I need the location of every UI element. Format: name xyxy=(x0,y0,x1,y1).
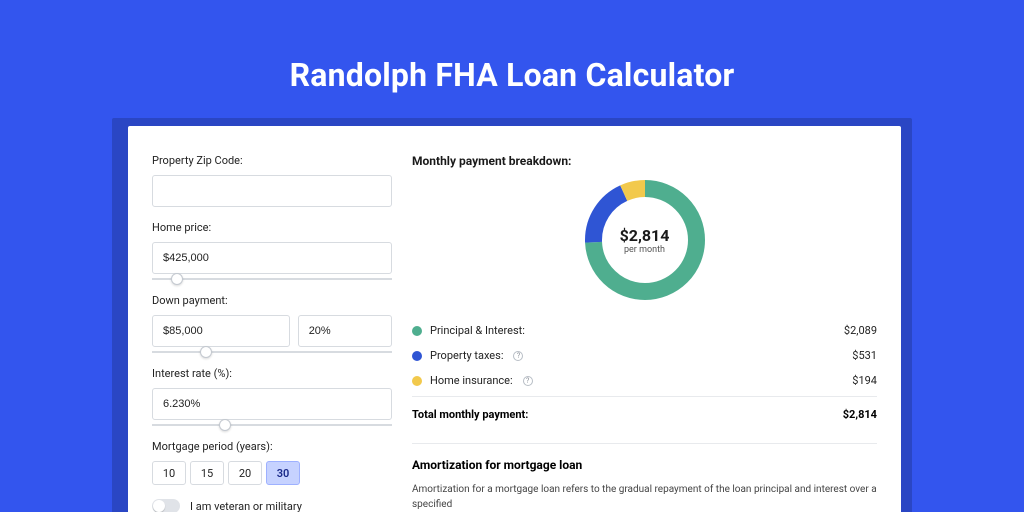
legend-dot-0 xyxy=(412,326,422,336)
breakdown-title: Monthly payment breakdown: xyxy=(412,154,877,168)
down-payment-input[interactable] xyxy=(152,315,290,347)
veteran-toggle-knob xyxy=(153,500,165,512)
legend-value-2: $194 xyxy=(852,374,877,387)
down-payment-label: Down payment: xyxy=(152,294,392,307)
legend-left-1: Property taxes:? xyxy=(412,349,523,362)
info-icon[interactable]: ? xyxy=(523,376,533,386)
donut-amount: $2,814 xyxy=(620,226,670,245)
legend-left-0: Principal & Interest: xyxy=(412,324,525,337)
period-option-15[interactable]: 15 xyxy=(190,461,224,485)
interest-rate-slider-thumb[interactable] xyxy=(219,419,231,431)
amortization-title: Amortization for mortgage loan xyxy=(412,458,877,472)
legend-value-1: $531 xyxy=(852,349,877,362)
field-period: Mortgage period (years): 10152030 xyxy=(152,440,392,485)
field-interest-rate: Interest rate (%): xyxy=(152,367,392,426)
donut-chart: $2,814 per month xyxy=(585,180,705,300)
period-option-30[interactable]: 30 xyxy=(266,461,300,485)
interest-rate-input[interactable] xyxy=(152,388,392,420)
period-option-20[interactable]: 20 xyxy=(228,461,262,485)
amortization-section: Amortization for mortgage loan Amortizat… xyxy=(412,443,877,512)
period-label: Mortgage period (years): xyxy=(152,440,392,453)
zip-input[interactable] xyxy=(152,175,392,207)
form-column: Property Zip Code: Home price: Down paym… xyxy=(152,154,392,512)
divider xyxy=(412,396,877,397)
legend-label-2: Home insurance: xyxy=(430,374,513,387)
home-price-slider[interactable] xyxy=(152,278,392,280)
legend-row-0: Principal & Interest: $2,089 xyxy=(412,318,877,343)
down-payment-slider-thumb[interactable] xyxy=(200,346,212,358)
total-value: $2,814 xyxy=(843,408,877,421)
page-title: Randolph FHA Loan Calculator xyxy=(0,0,1024,94)
home-price-label: Home price: xyxy=(152,221,392,234)
interest-rate-slider[interactable] xyxy=(152,424,392,426)
legend-label-1: Property taxes: xyxy=(430,349,503,362)
period-option-10[interactable]: 10 xyxy=(152,461,186,485)
field-down-payment: Down payment: xyxy=(152,294,392,353)
field-home-price: Home price: xyxy=(152,221,392,280)
donut-sub: per month xyxy=(624,245,665,255)
interest-rate-label: Interest rate (%): xyxy=(152,367,392,380)
period-segmented: 10152030 xyxy=(152,461,392,485)
donut-wrap: $2,814 per month xyxy=(412,180,877,300)
legend-value-0: $2,089 xyxy=(844,324,877,337)
home-price-slider-thumb[interactable] xyxy=(171,273,183,285)
legend-left-2: Home insurance:? xyxy=(412,374,533,387)
info-icon[interactable]: ? xyxy=(513,351,523,361)
legend-row-2: Home insurance:? $194 xyxy=(412,368,877,393)
zip-label: Property Zip Code: xyxy=(152,154,392,167)
down-payment-slider[interactable] xyxy=(152,351,392,353)
field-zip: Property Zip Code: xyxy=(152,154,392,207)
calculator-card: Property Zip Code: Home price: Down paym… xyxy=(128,126,901,512)
legend-dot-1 xyxy=(412,351,422,361)
page-root: Randolph FHA Loan Calculator Property Zi… xyxy=(0,0,1024,512)
legend-dot-2 xyxy=(412,376,422,386)
veteran-label: I am veteran or military xyxy=(190,500,302,512)
total-label: Total monthly payment: xyxy=(412,408,528,421)
veteran-row: I am veteran or military xyxy=(152,499,392,512)
card-inner: Property Zip Code: Home price: Down paym… xyxy=(128,126,901,512)
down-payment-pct-input[interactable] xyxy=(298,315,392,347)
legend-label-0: Principal & Interest: xyxy=(430,324,525,337)
legend: Principal & Interest: $2,089 Property taxe… xyxy=(412,318,877,393)
home-price-input[interactable] xyxy=(152,242,392,274)
donut-center: $2,814 per month xyxy=(585,180,705,300)
breakdown-column: Monthly payment breakdown: $2,814 per mo… xyxy=(412,154,877,512)
total-row: Total monthly payment: $2,814 xyxy=(412,400,877,429)
amortization-text: Amortization for a mortgage loan refers … xyxy=(412,482,877,512)
veteran-toggle[interactable] xyxy=(152,499,180,512)
legend-row-1: Property taxes:? $531 xyxy=(412,343,877,368)
